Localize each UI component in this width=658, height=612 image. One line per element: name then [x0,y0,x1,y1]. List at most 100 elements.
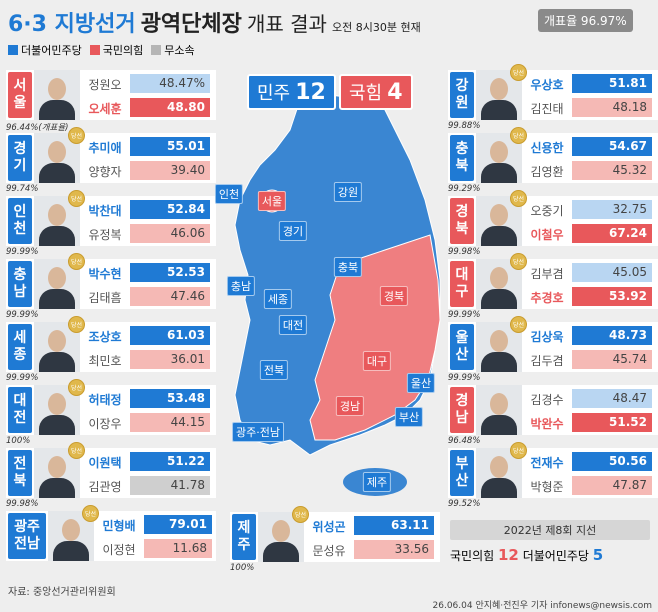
candidate-name: 전재수 [530,456,564,470]
candidate-value: 48.18 [572,98,652,117]
candidate-value: 45.05 [572,263,652,282]
party-b: 더불어민주당 [522,549,589,563]
count-rate: 99.99% [6,247,39,257]
summary-count: 4 [387,80,403,105]
winner-badge: 당선 [510,190,527,207]
count-rate: 99.98% [448,247,481,257]
photo-head [490,78,508,100]
candidate-value: 50.56 [572,452,652,471]
map-label: 서울 [257,191,287,211]
candidate-value: 47.46 [130,287,210,306]
candidate-name: 우상호 [530,78,564,92]
candidate-value: 47.87 [572,476,652,495]
candidate-value: 52.84 [130,200,210,219]
winner-badge: 당선 [68,127,85,144]
map-label: 충북 [333,257,363,277]
photo-body [481,163,517,183]
region-label: 광주 전남 [8,513,46,559]
winner-badge: 당선 [510,64,527,81]
count-rate: 100% [6,436,31,446]
photo-body [39,163,75,183]
party-a: 국민의힘 [450,549,495,563]
winner-badge: 당선 [510,442,527,459]
photo [34,385,80,435]
summary-count: 12 [295,80,326,105]
candidate-value: 45.74 [572,350,652,369]
region-label: 인천 [8,198,32,244]
region-card: 전북 당선 이원택 51.22 김관영 41.78 99.98% [6,442,216,509]
candidate-value: 41.78 [130,476,210,495]
photo-head [48,141,66,163]
candidate-name: 김두겸 [530,354,564,368]
candidate-name: 정원오 [88,78,122,92]
candidate-name: 민형배 [102,519,136,533]
legend-label: 무소속 [164,44,195,57]
region-card: 서울 정원오 48.47% 오세훈 48.80 96.44%(개표율) [6,70,216,133]
region-card: 충남 당선 박수현 52.53 김태흠 47.46 99.99% [6,253,216,320]
candidate-value: 51.52 [572,413,652,432]
photo-head [490,141,508,163]
region-card: 경남 김경수 48.47 박완수 51.52 96.48% [448,385,658,446]
region-label: 전북 [8,450,32,496]
photo [258,512,304,562]
winner-badge: 당선 [68,253,85,270]
region-card: 세종 당선 조상호 61.03 최민호 36.01 99.99% [6,316,216,383]
candidate-name: 추경호 [530,291,564,305]
candidate-name: 박찬대 [88,204,122,218]
source: 자료: 중앙선거관리위원회 [8,587,116,598]
legend-label: 국민의힘 [102,44,144,57]
region-card: 제주 당선 위성곤 63.11 문성유 33.56 100% [230,506,440,573]
candidate-name: 김진태 [530,102,564,116]
time: 오전 8시30분 현재 [332,21,421,34]
photo [34,70,80,120]
candidate-name: 이철우 [530,228,564,242]
region-card: 충북 당선 신용한 54.67 김영환 45.32 99.29% [448,127,658,194]
map-label: 충남 [226,276,256,296]
count-a: 12 [498,546,519,564]
photo-head [490,330,508,352]
photo-head [490,204,508,226]
region-label: 대구 [450,261,474,307]
candidate-value: 11.68 [144,539,212,558]
count-rate: 99.29% [448,184,481,194]
candidate-value: 46.06 [130,224,210,243]
count-rate: 99.52% [448,499,481,509]
previous-title: 2022년 제8회 지선 [450,520,650,540]
candidate-name: 김부겸 [530,267,564,281]
photo-body [39,289,75,309]
region-label: 경남 [450,387,474,433]
region-card: 대전 당선 허태정 53.48 이장우 44.15 100% [6,379,216,446]
map-label: 인천 [214,184,244,204]
title: 6·3 지방선거 광역단체장 개표 결과 오전 8시30분 현재 [8,6,421,38]
map-label: 부산 [394,407,424,427]
photo [476,385,522,435]
photo-body [263,542,299,562]
credit: 26.06.04 안지혜·전진우 기자 infonews@newsis.com [432,601,653,611]
region-label: 서울 [8,72,32,118]
photo-head [48,456,66,478]
region-label: 제주 [232,514,256,560]
map-label: 경남 [335,396,365,416]
photo-head [272,520,290,542]
count-rate: 99.99% [6,310,39,320]
photo-body [39,415,75,435]
map-label: 광주·전남 [232,422,284,442]
candidate-name: 문성유 [312,544,346,558]
candidate-name: 박형준 [530,480,564,494]
region-card: 경기 당선 추미애 55.01 양향자 39.40 99.74% [6,127,216,194]
count-rate: 99.99% [6,373,39,383]
region-label: 강원 [450,72,474,118]
count-rate: 99.74% [6,184,39,194]
photo-head [48,204,66,226]
region-label: 경북 [450,198,474,244]
legend-swatch [8,45,18,55]
photo-head [48,267,66,289]
summary-box: 민주 12 [247,74,336,110]
region-card: 강원 당선 우상호 51.81 김진태 48.18 99.88% [448,64,658,131]
photo [34,448,80,498]
candidate-name: 이정현 [102,543,136,557]
candidate-value: 33.56 [354,540,434,559]
map-label: 제주 [362,472,392,492]
legend-label: 더불어민주당 [21,44,82,57]
